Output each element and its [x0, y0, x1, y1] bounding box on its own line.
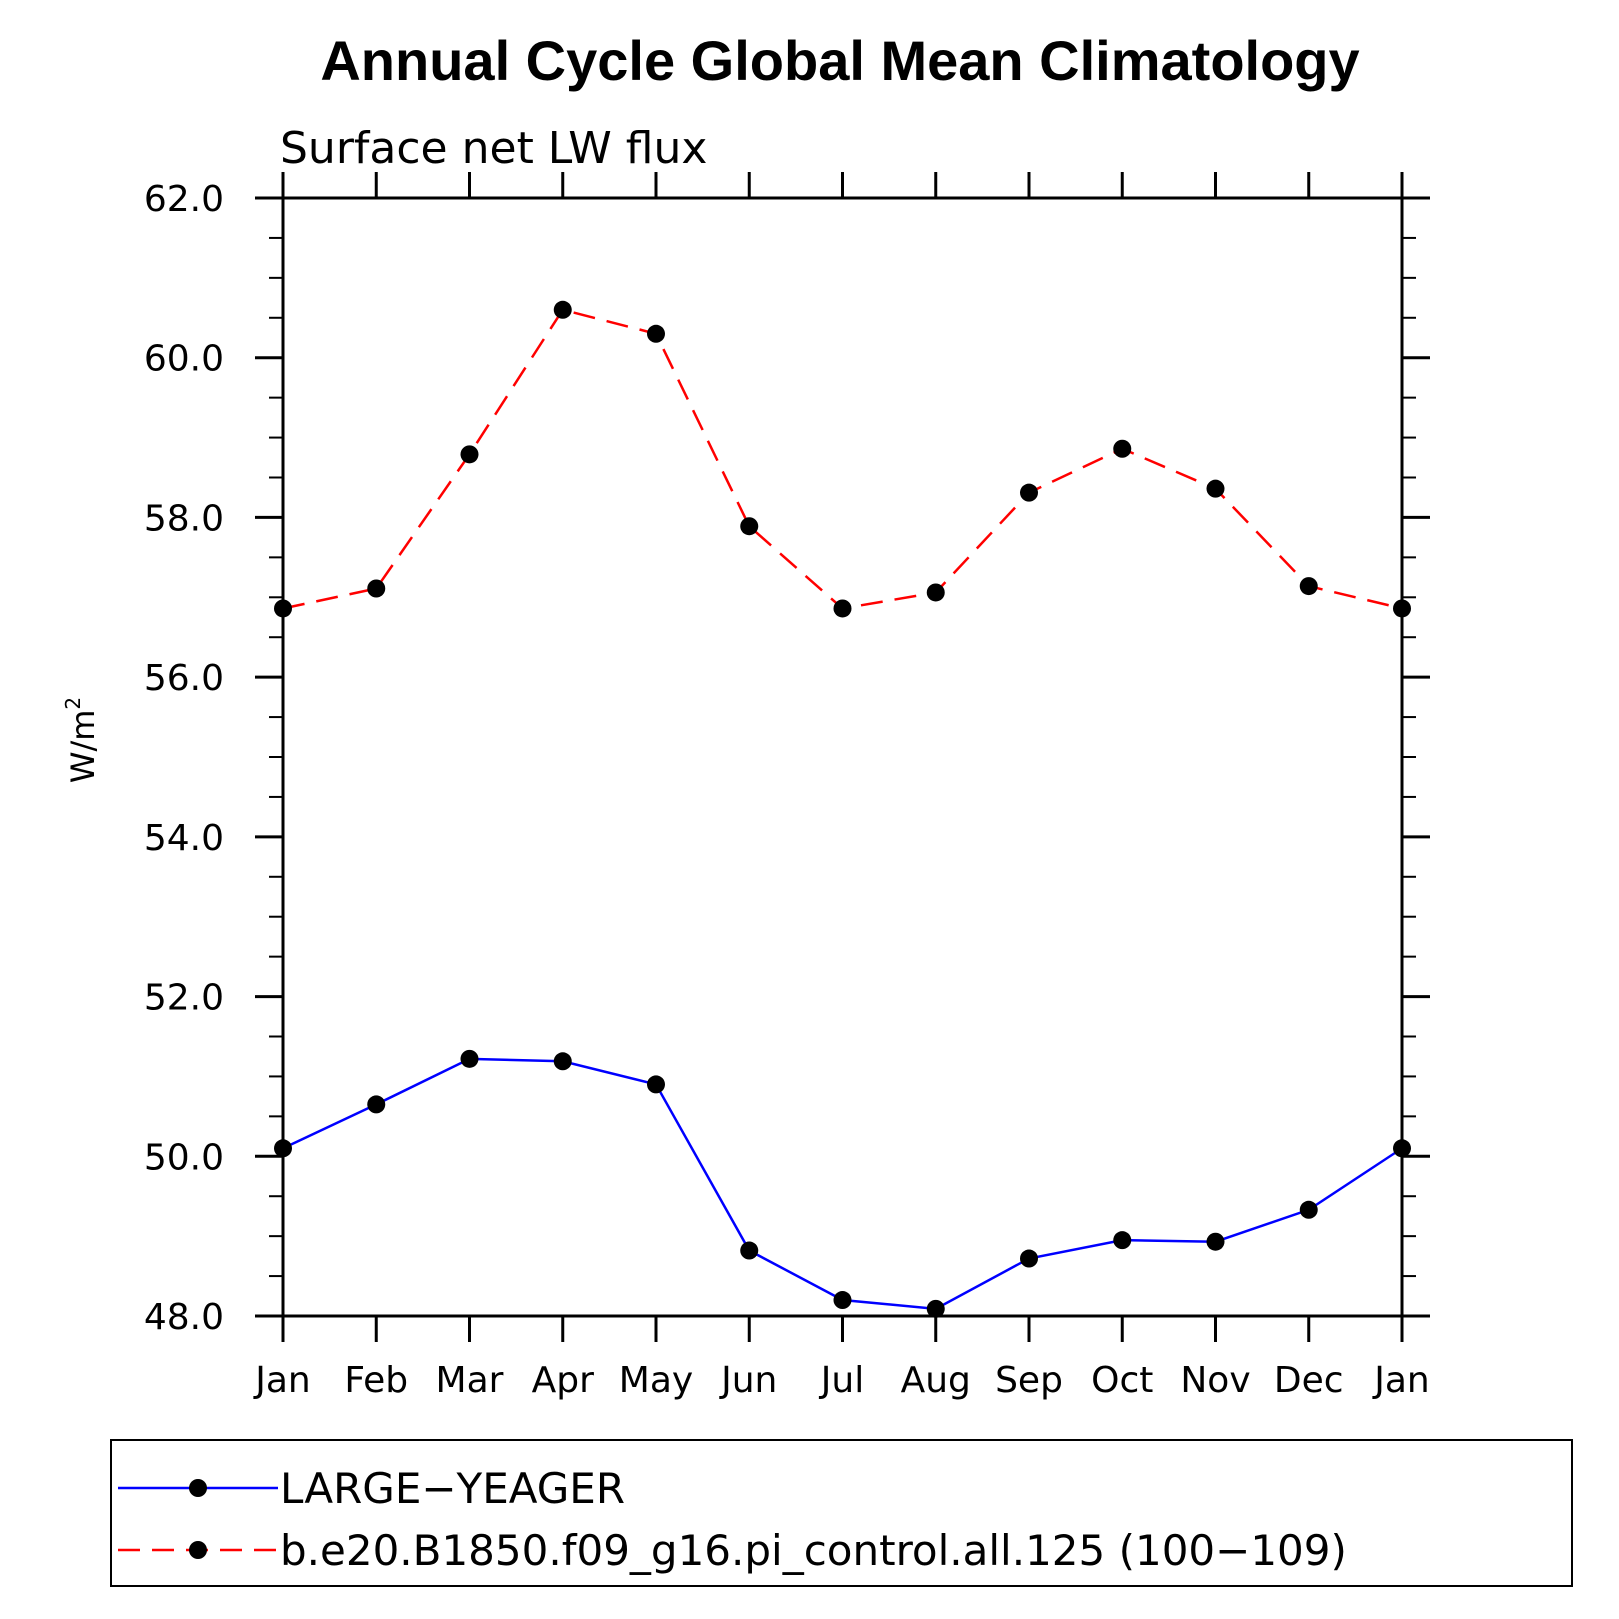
data-point — [1393, 599, 1411, 618]
data-point — [274, 599, 292, 618]
data-point — [553, 1052, 572, 1071]
series-line — [282, 308, 1403, 610]
y-tick-label: 52.0 — [144, 978, 224, 1019]
x-tick-label: Nov — [1180, 1360, 1250, 1401]
y-axis-label: W/m2 — [61, 697, 102, 783]
data-point — [926, 583, 945, 602]
y-tick-label: 54.0 — [144, 818, 224, 859]
chart-subtitle: Surface net LW flux — [280, 123, 707, 174]
y-tick-label: 62.0 — [144, 179, 224, 220]
x-tick-label: Jan — [253, 1360, 311, 1401]
y-tick-label: 48.0 — [144, 1297, 224, 1338]
y-tick-label: 56.0 — [144, 658, 224, 699]
data-point — [1020, 483, 1038, 502]
legend-marker — [189, 1479, 207, 1497]
data-point — [1299, 577, 1318, 596]
axes: Jan Feb Mar Apr May Jun Jul Aug Sep Oct Nov Dec Jan 4… — [144, 172, 1430, 1401]
data-point — [1113, 1231, 1132, 1250]
data-point — [647, 1075, 665, 1094]
data-point — [833, 1291, 852, 1310]
x-tick-label: Jul — [819, 1360, 864, 1401]
x-tick-label: Sep — [995, 1360, 1063, 1401]
x-tick-label: Feb — [344, 1360, 408, 1401]
data-point — [1020, 1249, 1038, 1268]
y-tick-label: 50.0 — [144, 1137, 224, 1178]
legend-label: LARGE−YEAGER — [280, 1464, 625, 1513]
legend: LARGE−YEAGER b.e20.B1850.f09_g16.pi_contr… — [118, 1464, 1347, 1575]
legend-label: b.e20.B1850.f09_g16.pi_control.all.125 (… — [280, 1526, 1347, 1575]
legend-box — [110, 1439, 1573, 1587]
y-tick-label: 60.0 — [144, 339, 224, 380]
y-tick-label: 58.0 — [144, 498, 224, 539]
data-point — [1113, 439, 1132, 458]
data-point — [460, 1049, 479, 1068]
data-point — [647, 324, 665, 343]
x-tick-label: May — [619, 1360, 693, 1401]
series-line — [282, 1057, 1403, 1311]
x-tick-label: Jan — [1372, 1360, 1430, 1401]
x-tick-label: Aug — [901, 1360, 971, 1401]
series-1 — [274, 300, 1411, 618]
plot-frame — [281, 196, 1404, 1318]
x-tick-label: Jun — [719, 1360, 777, 1401]
data-point — [1299, 1200, 1318, 1219]
data-point — [460, 445, 479, 464]
legend-marker — [189, 1541, 207, 1559]
data-point — [367, 579, 386, 598]
series-layer — [274, 300, 1411, 1318]
data-point — [553, 300, 572, 319]
data-point — [833, 599, 852, 618]
data-point — [926, 1299, 945, 1318]
y-axis-label-unit: W/m — [64, 710, 102, 784]
chart-title: Annual Cycle Global Mean Climatology — [320, 29, 1359, 92]
x-tick-label: Dec — [1274, 1360, 1344, 1401]
data-point — [1206, 1232, 1225, 1251]
data-point — [740, 517, 759, 536]
data-point — [740, 1241, 759, 1260]
data-point — [1393, 1139, 1411, 1158]
series-0 — [274, 1049, 1411, 1318]
x-tick-label: Mar — [436, 1360, 504, 1401]
y-axis-label-superscript: 2 — [61, 697, 85, 710]
data-point — [367, 1095, 386, 1114]
data-point — [1206, 479, 1225, 498]
x-tick-label: Apr — [532, 1360, 594, 1401]
data-point — [274, 1139, 292, 1158]
x-tick-label: Oct — [1091, 1360, 1153, 1401]
